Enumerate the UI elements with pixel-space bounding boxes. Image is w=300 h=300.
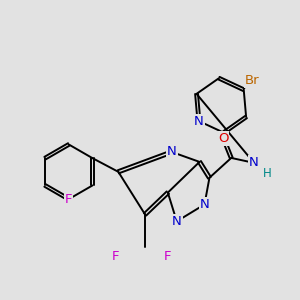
Text: N: N [200,198,209,211]
Text: O: O [218,132,229,145]
Text: H: H [262,167,271,180]
Text: N: N [172,215,182,228]
Text: N: N [194,115,204,128]
Text: F: F [164,250,172,263]
Text: F: F [65,193,73,206]
Text: F: F [112,250,119,263]
Text: N: N [167,146,177,158]
Text: Br: Br [245,74,260,87]
Text: N: N [249,156,259,170]
